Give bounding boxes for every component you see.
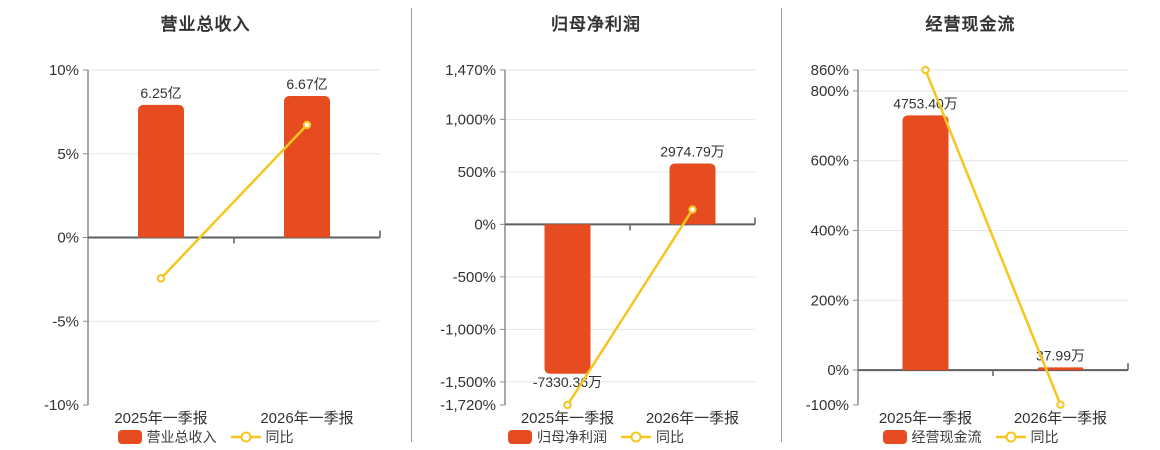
- y-tick-label: -100%: [806, 397, 849, 414]
- yoy-marker: [688, 205, 697, 214]
- legend-item-bar-series[interactable]: 营业总收入: [117, 427, 217, 447]
- bar-series-legend-label: 经营现金流: [911, 429, 982, 445]
- legend-item-line-series[interactable]: 同比: [621, 427, 684, 447]
- y-tick-label: 400%: [811, 223, 849, 240]
- yoy-line-icon: [230, 430, 261, 444]
- net-profit-chart-plot: 1,470% 1,000% 500% 0% -500% -1,000% -1,500% -1,…: [440, 62, 756, 414]
- bar-2025年一季报: [902, 115, 949, 371]
- bar-2025年一季报: [138, 104, 184, 238]
- y-tick-label: -500%: [453, 269, 496, 286]
- x-axis-label-2025: 2025年一季报: [878, 410, 973, 427]
- y-tick-label: 0%: [827, 362, 849, 379]
- bar-value-label: -7330.36万: [533, 374, 602, 390]
- chart-panel-net-profit: 归母净利润 1,470% 1,000% 500% 0% -500% -1,000% -1,5…: [411, 0, 781, 450]
- y-tick-label: 10%: [49, 62, 79, 79]
- bar-value-label: 6.25亿: [140, 85, 181, 101]
- bar-series-swatch-icon: [882, 430, 907, 444]
- y-tick-label: -1,500%: [440, 374, 496, 391]
- y-tick-label: 600%: [811, 153, 849, 170]
- y-tick-label: 200%: [811, 292, 849, 309]
- legend-item-bar-series[interactable]: 归母净利润: [508, 427, 607, 447]
- x-axis-label-2026: 2026年一季报: [260, 410, 354, 427]
- yoy-line: [160, 124, 308, 280]
- bar-2026年一季报: [1037, 367, 1084, 371]
- x-axis-label-2026: 2026年一季报: [1013, 410, 1108, 427]
- y-tick-label: 800%: [811, 83, 849, 100]
- bar-series-swatch-icon: [117, 430, 142, 444]
- bar-series-legend-label: 营业总收入: [146, 429, 217, 445]
- chart-title: 归母净利润: [551, 15, 641, 34]
- line-series-legend-label: 同比: [656, 429, 684, 445]
- y-tick-label: -1,720%: [440, 397, 496, 414]
- legend-item-line-series[interactable]: 同比: [995, 427, 1059, 447]
- yoy-line: [924, 69, 1062, 406]
- yoy-line-icon: [995, 430, 1026, 444]
- chart-panel-revenue: 营业总收入 10% 5% 0% -5% -10% 6.25亿 6.67亿 2025年一季报 …: [0, 0, 411, 450]
- bar-value-label: 37.99万: [1036, 347, 1085, 363]
- yoy-marker: [921, 65, 930, 75]
- legend: 营业总收入 同比: [117, 427, 294, 447]
- legend: 经营现金流 同比: [882, 427, 1059, 447]
- line-series-legend-label: 同比: [265, 429, 294, 445]
- x-axis-label-2025: 2025年一季报: [114, 410, 208, 427]
- chart-panel-cash-flow: 经营现金流 860% 800% 600% 400% 200% 0% -100% 4753.40…: [781, 0, 1160, 450]
- y-tick-label: 500%: [458, 164, 496, 181]
- yoy-marker: [302, 120, 312, 130]
- y-tick-label: 1,470%: [445, 62, 496, 79]
- x-axis-label-2025: 2025年一季报: [520, 410, 615, 427]
- yoy-marker: [563, 400, 572, 410]
- y-tick-label: -5%: [52, 313, 79, 330]
- bar-2026年一季报: [669, 163, 716, 225]
- bar-value-label: 2974.79万: [660, 143, 725, 159]
- legend-item-line-series[interactable]: 同比: [230, 427, 294, 447]
- chart-title: 营业总收入: [160, 15, 251, 34]
- chart-title: 经营现金流: [925, 15, 1016, 34]
- revenue-chart-plot: 10% 5% 0% -5% -10% 6.25亿 6.67亿: [44, 62, 381, 414]
- line-series-legend-label: 同比: [1030, 429, 1059, 445]
- bar-2025年一季报: [544, 224, 591, 374]
- yoy-marker: [156, 274, 166, 283]
- bar-value-label: 4753.40万: [893, 95, 958, 111]
- bar-2026年一季报: [284, 95, 330, 238]
- cash-flow-chart-plot: 860% 800% 600% 400% 200% 0% -100% 4753.40万 37.99…: [806, 62, 1129, 414]
- bar-series-swatch-icon: [508, 430, 532, 444]
- yoy-line-icon: [621, 430, 651, 444]
- y-tick-label: 0%: [474, 216, 496, 233]
- legend-item-bar-series[interactable]: 经营现金流: [882, 427, 982, 447]
- yoy-marker: [1056, 400, 1065, 409]
- y-tick-label: 0%: [57, 230, 79, 247]
- y-tick-label: 1,000%: [445, 111, 496, 128]
- y-tick-label: 860%: [811, 62, 849, 79]
- y-tick-label: -1,000%: [440, 321, 496, 338]
- legend: 归母净利润 同比: [508, 427, 684, 447]
- bar-value-label: 6.67亿: [286, 76, 327, 92]
- yoy-line: [566, 208, 694, 406]
- y-tick-label: -10%: [44, 397, 79, 414]
- y-tick-label: 5%: [57, 146, 79, 163]
- x-axis-label-2026: 2026年一季报: [645, 410, 740, 427]
- bar-series-legend-label: 归母净利润: [537, 429, 607, 445]
